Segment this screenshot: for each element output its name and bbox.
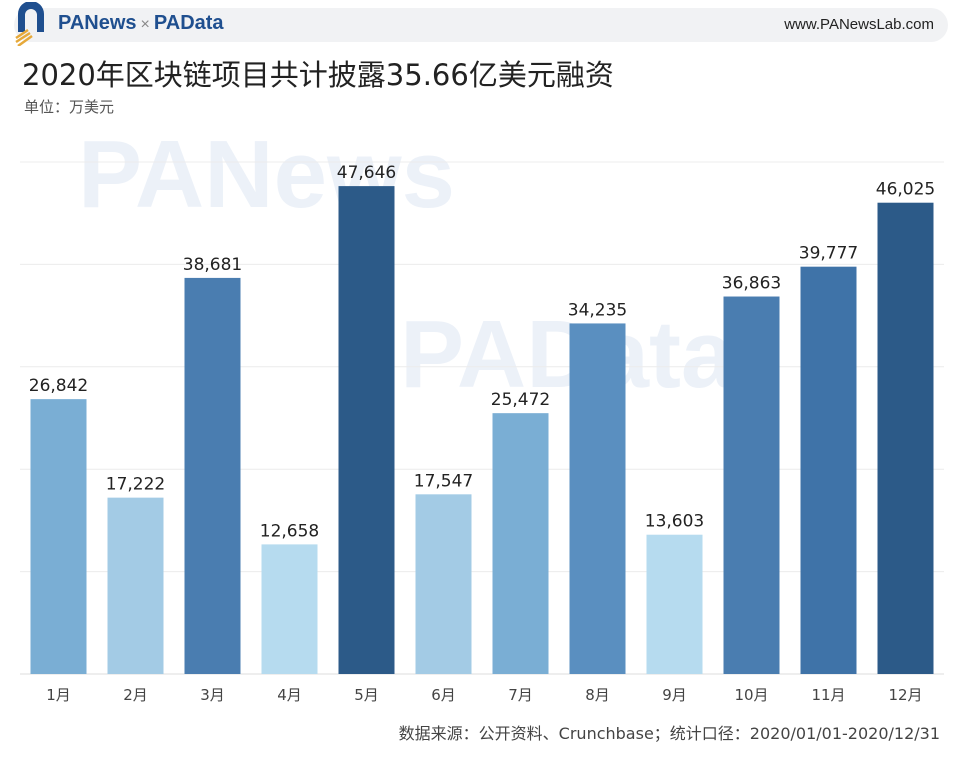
x-tick-label: 7月 — [508, 686, 533, 704]
x-tick-label: 9月 — [662, 686, 687, 704]
header-bar — [14, 8, 948, 42]
bar — [723, 296, 780, 674]
data-label: 36,863 — [722, 274, 781, 294]
data-label: 39,777 — [799, 244, 858, 264]
brand: PANews × PAData — [58, 12, 224, 35]
data-label: 46,025 — [876, 180, 935, 200]
watermark-padata: PAData — [400, 301, 735, 408]
bar — [877, 202, 934, 675]
bar — [646, 534, 703, 674]
panews-logo-icon — [15, 2, 44, 46]
data-source: 数据来源：公开资料、Crunchbase；统计口径：2020/01/01-202… — [398, 724, 940, 743]
bar — [261, 544, 318, 674]
bar — [30, 399, 87, 674]
data-label: 25,472 — [491, 390, 550, 410]
data-label: 12,658 — [260, 521, 319, 541]
bar — [569, 323, 626, 674]
bar — [415, 494, 472, 674]
bar — [107, 497, 164, 674]
data-label: 13,603 — [645, 512, 704, 532]
x-tick-label: 12月 — [888, 686, 922, 704]
bar — [492, 413, 549, 674]
data-label: 17,547 — [414, 471, 473, 491]
x-tick-label: 6月 — [431, 686, 456, 704]
bar-chart: 26,842 1月 17,222 2月 38,681 3月 12,658 4月 47,646 5月… — [20, 161, 944, 704]
data-label: 26,842 — [29, 376, 88, 396]
brand-padata: PAData — [153, 12, 224, 34]
x-tick-label: 4月 — [277, 686, 302, 704]
data-label: 38,681 — [183, 255, 242, 275]
bar — [800, 266, 857, 674]
x-tick-label: 8月 — [585, 686, 610, 704]
bar — [338, 186, 395, 674]
x-tick-label: 2月 — [123, 686, 148, 704]
x-tick-label: 1月 — [46, 686, 71, 704]
data-label: 47,646 — [337, 163, 396, 183]
site-url[interactable]: www.PANewsLab.com — [784, 16, 934, 33]
data-label: 34,235 — [568, 300, 627, 320]
chart-title: 2020年区块链项目共计披露35.66亿美元融资 — [22, 58, 614, 92]
brand-panews: PANews — [58, 12, 137, 34]
chart-unit: 单位：万美元 — [24, 98, 115, 116]
x-tick-label: 10月 — [734, 686, 768, 704]
x-tick-label: 5月 — [354, 686, 379, 704]
x-tick-label: 11月 — [811, 686, 845, 704]
bar — [184, 277, 241, 674]
data-label: 17,222 — [106, 475, 165, 495]
brand-separator: × — [140, 16, 150, 33]
x-tick-label: 3月 — [200, 686, 225, 704]
